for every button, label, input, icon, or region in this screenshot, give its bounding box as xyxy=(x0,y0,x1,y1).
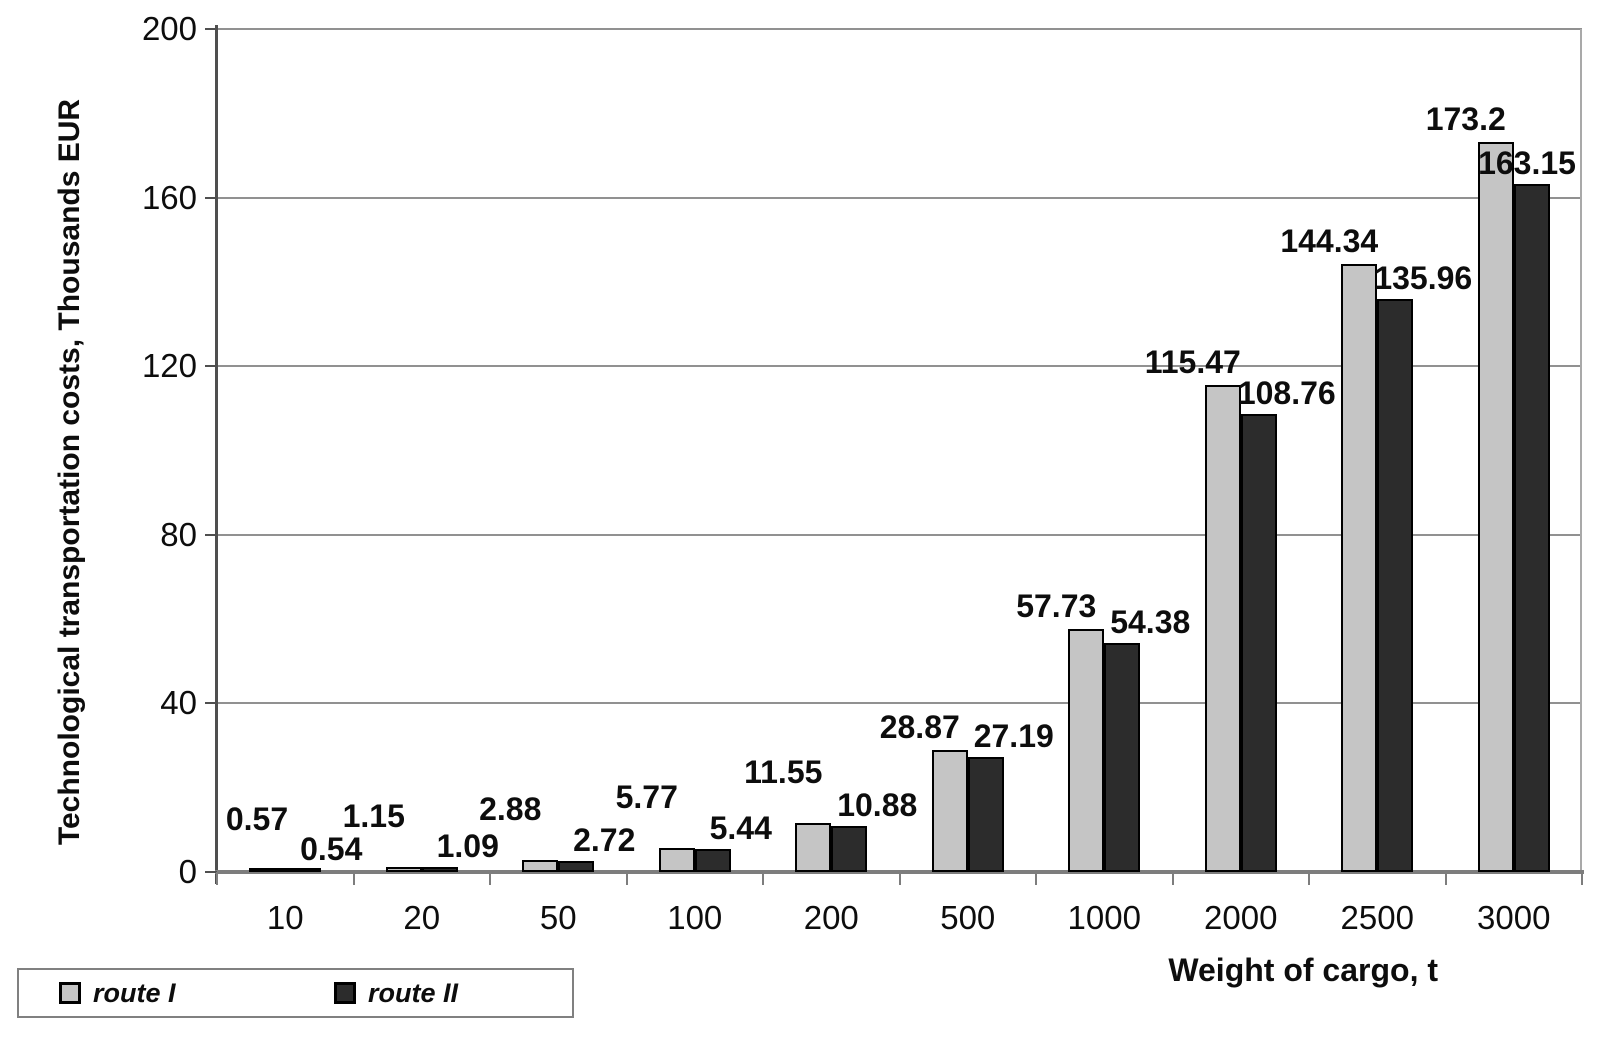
bar-route-2-1000 xyxy=(1104,642,1141,872)
bar-route-2-2500 xyxy=(1377,298,1414,872)
x-tick-mark-1 xyxy=(352,872,355,885)
legend-item-2: route II xyxy=(334,970,458,1016)
y-tick-label-160: 160 xyxy=(141,178,197,216)
legend: route I route II xyxy=(17,968,574,1018)
bar-route-1-2000 xyxy=(1204,385,1241,872)
bar-route-1-10 xyxy=(249,868,286,872)
y-tick-mark-40 xyxy=(205,702,217,705)
bar-route-1-1000 xyxy=(1068,628,1105,872)
x-tick-mark-7 xyxy=(1171,872,1174,885)
gridline-120 xyxy=(217,365,1582,368)
x-tick-label-500: 500 xyxy=(940,899,996,936)
bar-label-route-2-1000: 54.38 xyxy=(1110,603,1191,640)
bar-route-1-50 xyxy=(522,859,559,872)
y-tick-label-40: 40 xyxy=(160,684,197,722)
x-tick-mark-6 xyxy=(1035,872,1037,885)
bar-route-2-50 xyxy=(558,860,595,872)
bar-route-1-500 xyxy=(931,750,968,872)
bar-route-2-500 xyxy=(967,757,1004,872)
legend-swatch-1 xyxy=(59,982,81,1004)
y-tick-mark-160 xyxy=(205,196,217,199)
bar-route-2-100 xyxy=(694,849,731,872)
bar-route-2-200 xyxy=(831,826,868,872)
x-tick-mark-3 xyxy=(625,872,628,885)
bar-label-route-2-2000: 108.76 xyxy=(1237,374,1336,411)
x-tick-label-20: 20 xyxy=(403,899,441,936)
x-tick-mark-2 xyxy=(489,872,491,885)
y-tick-mark-80 xyxy=(205,533,217,536)
bar-label-route-2-3000: 163.15 xyxy=(1478,145,1576,182)
bar-label-route-2-100: 5.44 xyxy=(709,810,772,847)
bar-label-route-1-200: 11.55 xyxy=(744,754,823,791)
y-tick-mark-120 xyxy=(205,365,217,368)
y-tick-label-0: 0 xyxy=(178,853,197,890)
bar-route-2-2000 xyxy=(1240,413,1277,872)
bar-label-route-1-100: 5.77 xyxy=(615,778,678,815)
y-tick-mark-0 xyxy=(205,871,217,873)
bar-route-1-100 xyxy=(658,847,695,872)
gridline-160 xyxy=(217,196,1582,199)
y-tick-label-80: 80 xyxy=(160,515,197,553)
x-tick-label-100: 100 xyxy=(667,899,723,936)
x-tick-label-2000: 2000 xyxy=(1204,899,1278,936)
bar-label-route-1-3000: 173.2 xyxy=(1425,100,1506,137)
x-tick-label-50: 50 xyxy=(539,899,577,936)
y-tick-label-200: 200 xyxy=(141,10,197,47)
bar-label-route-1-50: 2.88 xyxy=(479,790,542,827)
bar-route-2-20 xyxy=(421,867,458,872)
bar-label-route-2-500: 27.19 xyxy=(973,718,1054,755)
bar-label-route-1-20: 1.15 xyxy=(342,798,405,835)
bar-label-route-1-2500: 144.34 xyxy=(1280,222,1379,259)
x-tick-mark-4 xyxy=(762,872,764,885)
bar-label-route-2-10: 0.54 xyxy=(300,830,363,867)
x-tick-mark-10 xyxy=(1581,872,1583,885)
gridline-80 xyxy=(217,533,1582,536)
bar-label-route-2-20: 1.09 xyxy=(436,828,499,865)
legend-label-1: route I xyxy=(93,977,176,1008)
y-axis-title: Technological transportation costs, Thou… xyxy=(53,98,86,846)
x-axis-title: Weight of cargo, t xyxy=(1168,952,1438,988)
gridline-200 xyxy=(217,28,1582,30)
x-tick-label-1000: 1000 xyxy=(1067,899,1141,936)
bar-label-route-1-500: 28.87 xyxy=(879,709,960,746)
bar-route-1-20 xyxy=(385,867,422,872)
bar-label-route-1-10: 0.57 xyxy=(225,800,289,837)
y-tick-label-120: 120 xyxy=(141,347,197,385)
legend-label-2: route II xyxy=(368,977,459,1008)
bar-route-2-10 xyxy=(285,868,322,872)
y-axis-line xyxy=(215,25,218,884)
bar-label-route-1-1000: 57.73 xyxy=(1016,587,1097,624)
x-tick-mark-0 xyxy=(216,872,218,885)
x-tick-label-200: 200 xyxy=(803,899,859,936)
x-tick-mark-5 xyxy=(898,872,901,885)
bar-label-route-2-200: 10.88 xyxy=(837,787,918,824)
x-tick-label-3000: 3000 xyxy=(1477,899,1551,936)
x-tick-mark-9 xyxy=(1444,872,1447,885)
x-tick-mark-8 xyxy=(1308,872,1310,885)
x-tick-label-10: 10 xyxy=(266,899,304,936)
gridline-40 xyxy=(217,702,1582,705)
bar-route-2-3000 xyxy=(1513,184,1550,872)
y-tick-mark-200 xyxy=(205,28,217,30)
x-tick-label-2500: 2500 xyxy=(1340,899,1414,936)
bar-route-1-200 xyxy=(795,823,832,872)
plot-right-border xyxy=(1580,29,1582,872)
bar-label-route-2-2500: 135.96 xyxy=(1374,259,1473,296)
bar-label-route-1-2000: 115.47 xyxy=(1144,344,1241,381)
bar-label-route-2-50: 2.72 xyxy=(573,821,636,858)
bar-route-1-2500 xyxy=(1341,263,1378,872)
legend-item-1: route I xyxy=(59,970,176,1016)
bar-route-1-3000 xyxy=(1477,141,1514,872)
legend-swatch-2 xyxy=(334,982,356,1004)
